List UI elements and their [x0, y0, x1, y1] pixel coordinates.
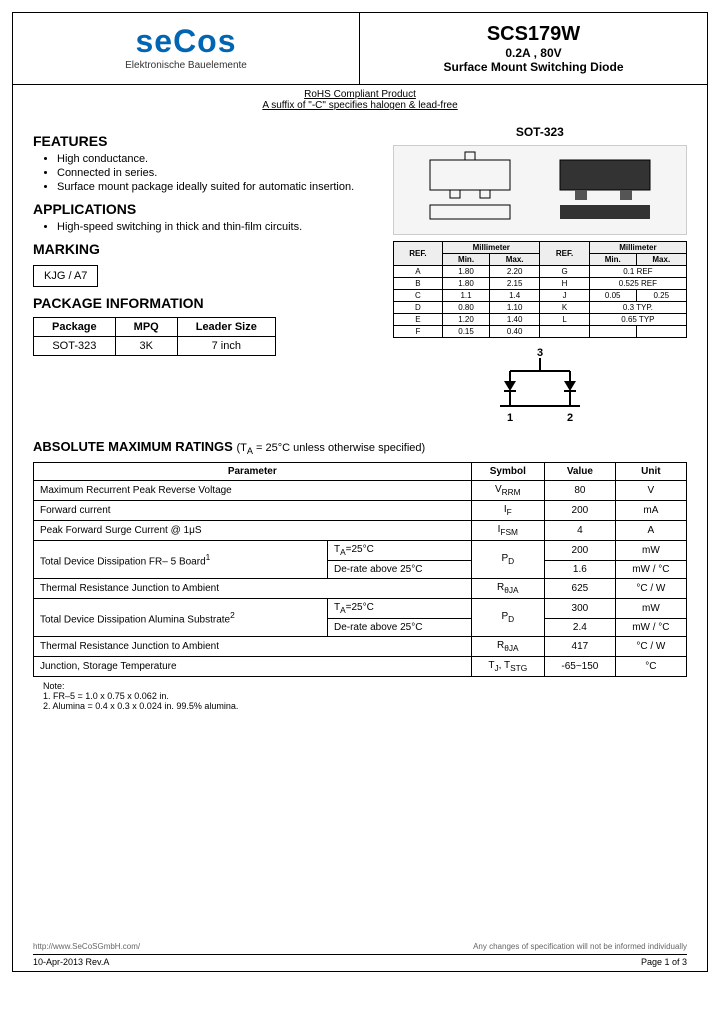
svg-text:1: 1 — [507, 412, 513, 424]
features-list: High conductance. Connected in series. S… — [57, 153, 393, 193]
left-column: FEATURES High conductance. Connected in … — [33, 125, 393, 429]
package-outline-diagram — [393, 145, 687, 235]
footer-url: http://www.SeCoSGmbH.com/ — [33, 942, 140, 951]
company-tagline: Elektronische Bauelemente — [23, 60, 349, 71]
abs-h: Value — [545, 463, 616, 481]
dimensions-table: REF. Millimeter REF. Millimeter Min. Max… — [393, 241, 687, 338]
notes: Note: 1. FR–5 = 1.0 x 0.75 x 0.062 in. 2… — [33, 681, 687, 711]
part-rating: 0.2A , 80V — [370, 46, 697, 60]
package-label: SOT-323 — [393, 125, 687, 139]
right-column: SOT-323 REF. Millimeter — [393, 125, 687, 429]
footer-date: 10-Apr-2013 Rev.A — [33, 957, 109, 967]
logo-cell: seCos Elektronische Bauelemente — [13, 13, 360, 84]
svg-text:2: 2 — [567, 412, 573, 424]
title-cell: SCS179W 0.2A , 80V Surface Mount Switchi… — [360, 13, 707, 84]
dim-h: Max. — [636, 254, 686, 266]
marking-heading: MARKING — [33, 241, 393, 257]
pkg-cell: 3K — [115, 337, 177, 356]
footer-upper: http://www.SeCoSGmbH.com/ Any changes of… — [33, 942, 687, 951]
features-heading: FEATURES — [33, 133, 393, 149]
sot323-drawing — [410, 150, 670, 230]
circuit-schematic: 3 1 2 — [393, 346, 687, 429]
rohs-line2: A suffix of "-C" specifies halogen & lea… — [262, 100, 457, 111]
rohs-line1: RoHS Compliant Product — [304, 89, 416, 100]
pkg-header: Package — [34, 318, 116, 337]
part-number: SCS179W — [370, 23, 697, 46]
abs-h: Symbol — [471, 463, 544, 481]
rohs-notice: RoHS Compliant Product A suffix of "-C" … — [13, 85, 707, 115]
applications-list: High-speed switching in thick and thin-f… — [57, 221, 393, 233]
feature-item: High conductance. — [57, 153, 393, 165]
package-info-heading: PACKAGE INFORMATION — [33, 295, 393, 311]
abs-heading: ABSOLUTE MAXIMUM RATINGS (TA = 25°C unle… — [33, 439, 687, 456]
pkg-cell: SOT-323 — [34, 337, 116, 356]
application-item: High-speed switching in thick and thin-f… — [57, 221, 393, 233]
applications-heading: APPLICATIONS — [33, 201, 393, 217]
pkg-header: MPQ — [115, 318, 177, 337]
pkg-header: Leader Size — [177, 318, 275, 337]
company-logo: seCos — [23, 23, 349, 60]
abs-h: Parameter — [34, 463, 472, 481]
part-desc: Surface Mount Switching Diode — [370, 60, 697, 74]
header: seCos Elektronische Bauelemente SCS179W … — [13, 13, 707, 85]
abs-h: Unit — [615, 463, 686, 481]
dim-h: REF. — [540, 242, 589, 266]
pkg-cell: 7 inch — [177, 337, 275, 356]
dim-h: Min. — [443, 254, 490, 266]
footer-page: Page 1 of 3 — [641, 957, 687, 967]
main-content: FEATURES High conductance. Connected in … — [13, 115, 707, 439]
dim-h: Max. — [489, 254, 539, 266]
dim-h: Min. — [589, 254, 636, 266]
abs-ratings-section: ABSOLUTE MAXIMUM RATINGS (TA = 25°C unle… — [13, 439, 707, 711]
datasheet-page: seCos Elektronische Bauelemente SCS179W … — [12, 12, 708, 972]
diode-schematic-icon: 3 1 2 — [480, 346, 600, 426]
footer-lower: 10-Apr-2013 Rev.A Page 1 of 3 — [33, 954, 687, 967]
svg-text:3: 3 — [537, 347, 543, 359]
dim-h: Millimeter — [443, 242, 540, 254]
abs-ratings-table: Parameter Symbol Value Unit Maximum Recu… — [33, 462, 687, 677]
dim-h: REF. — [393, 242, 442, 266]
marking-value: KJG / A7 — [33, 265, 98, 287]
feature-item: Surface mount package ideally suited for… — [57, 181, 393, 193]
feature-item: Connected in series. — [57, 167, 393, 179]
footer-disclaimer: Any changes of specification will not be… — [473, 942, 687, 951]
dim-h: Millimeter — [589, 242, 686, 254]
package-info-table: Package MPQ Leader Size SOT-323 3K 7 inc… — [33, 317, 276, 356]
